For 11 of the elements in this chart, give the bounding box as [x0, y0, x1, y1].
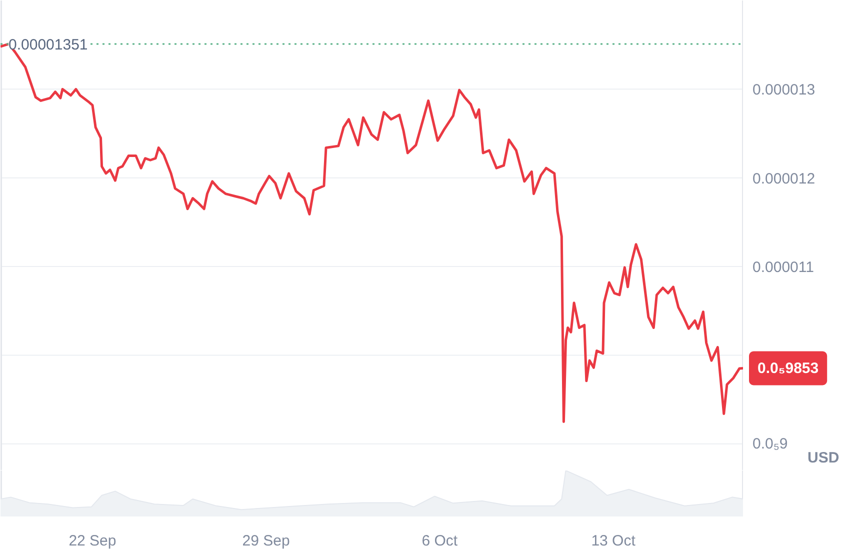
x-tick-label: 13 Oct — [591, 532, 636, 550]
y-tick-label: 0.000013 — [752, 82, 816, 99]
x-tick-label: 29 Sep — [242, 532, 290, 550]
x-tick-label: 22 Sep — [68, 532, 116, 550]
y-tick-label: 0.000011 — [752, 259, 814, 276]
y-tick-label: 0.000012 — [752, 170, 816, 188]
x-tick-label: 6 Oct — [422, 532, 458, 550]
y-axis-title: USD — [808, 450, 840, 466]
annotation: 0.0₅9853 — [758, 360, 819, 377]
y-tick-label: 0.0₅9 — [752, 435, 788, 452]
ref-line-label: 0.00001351 — [8, 36, 88, 54]
